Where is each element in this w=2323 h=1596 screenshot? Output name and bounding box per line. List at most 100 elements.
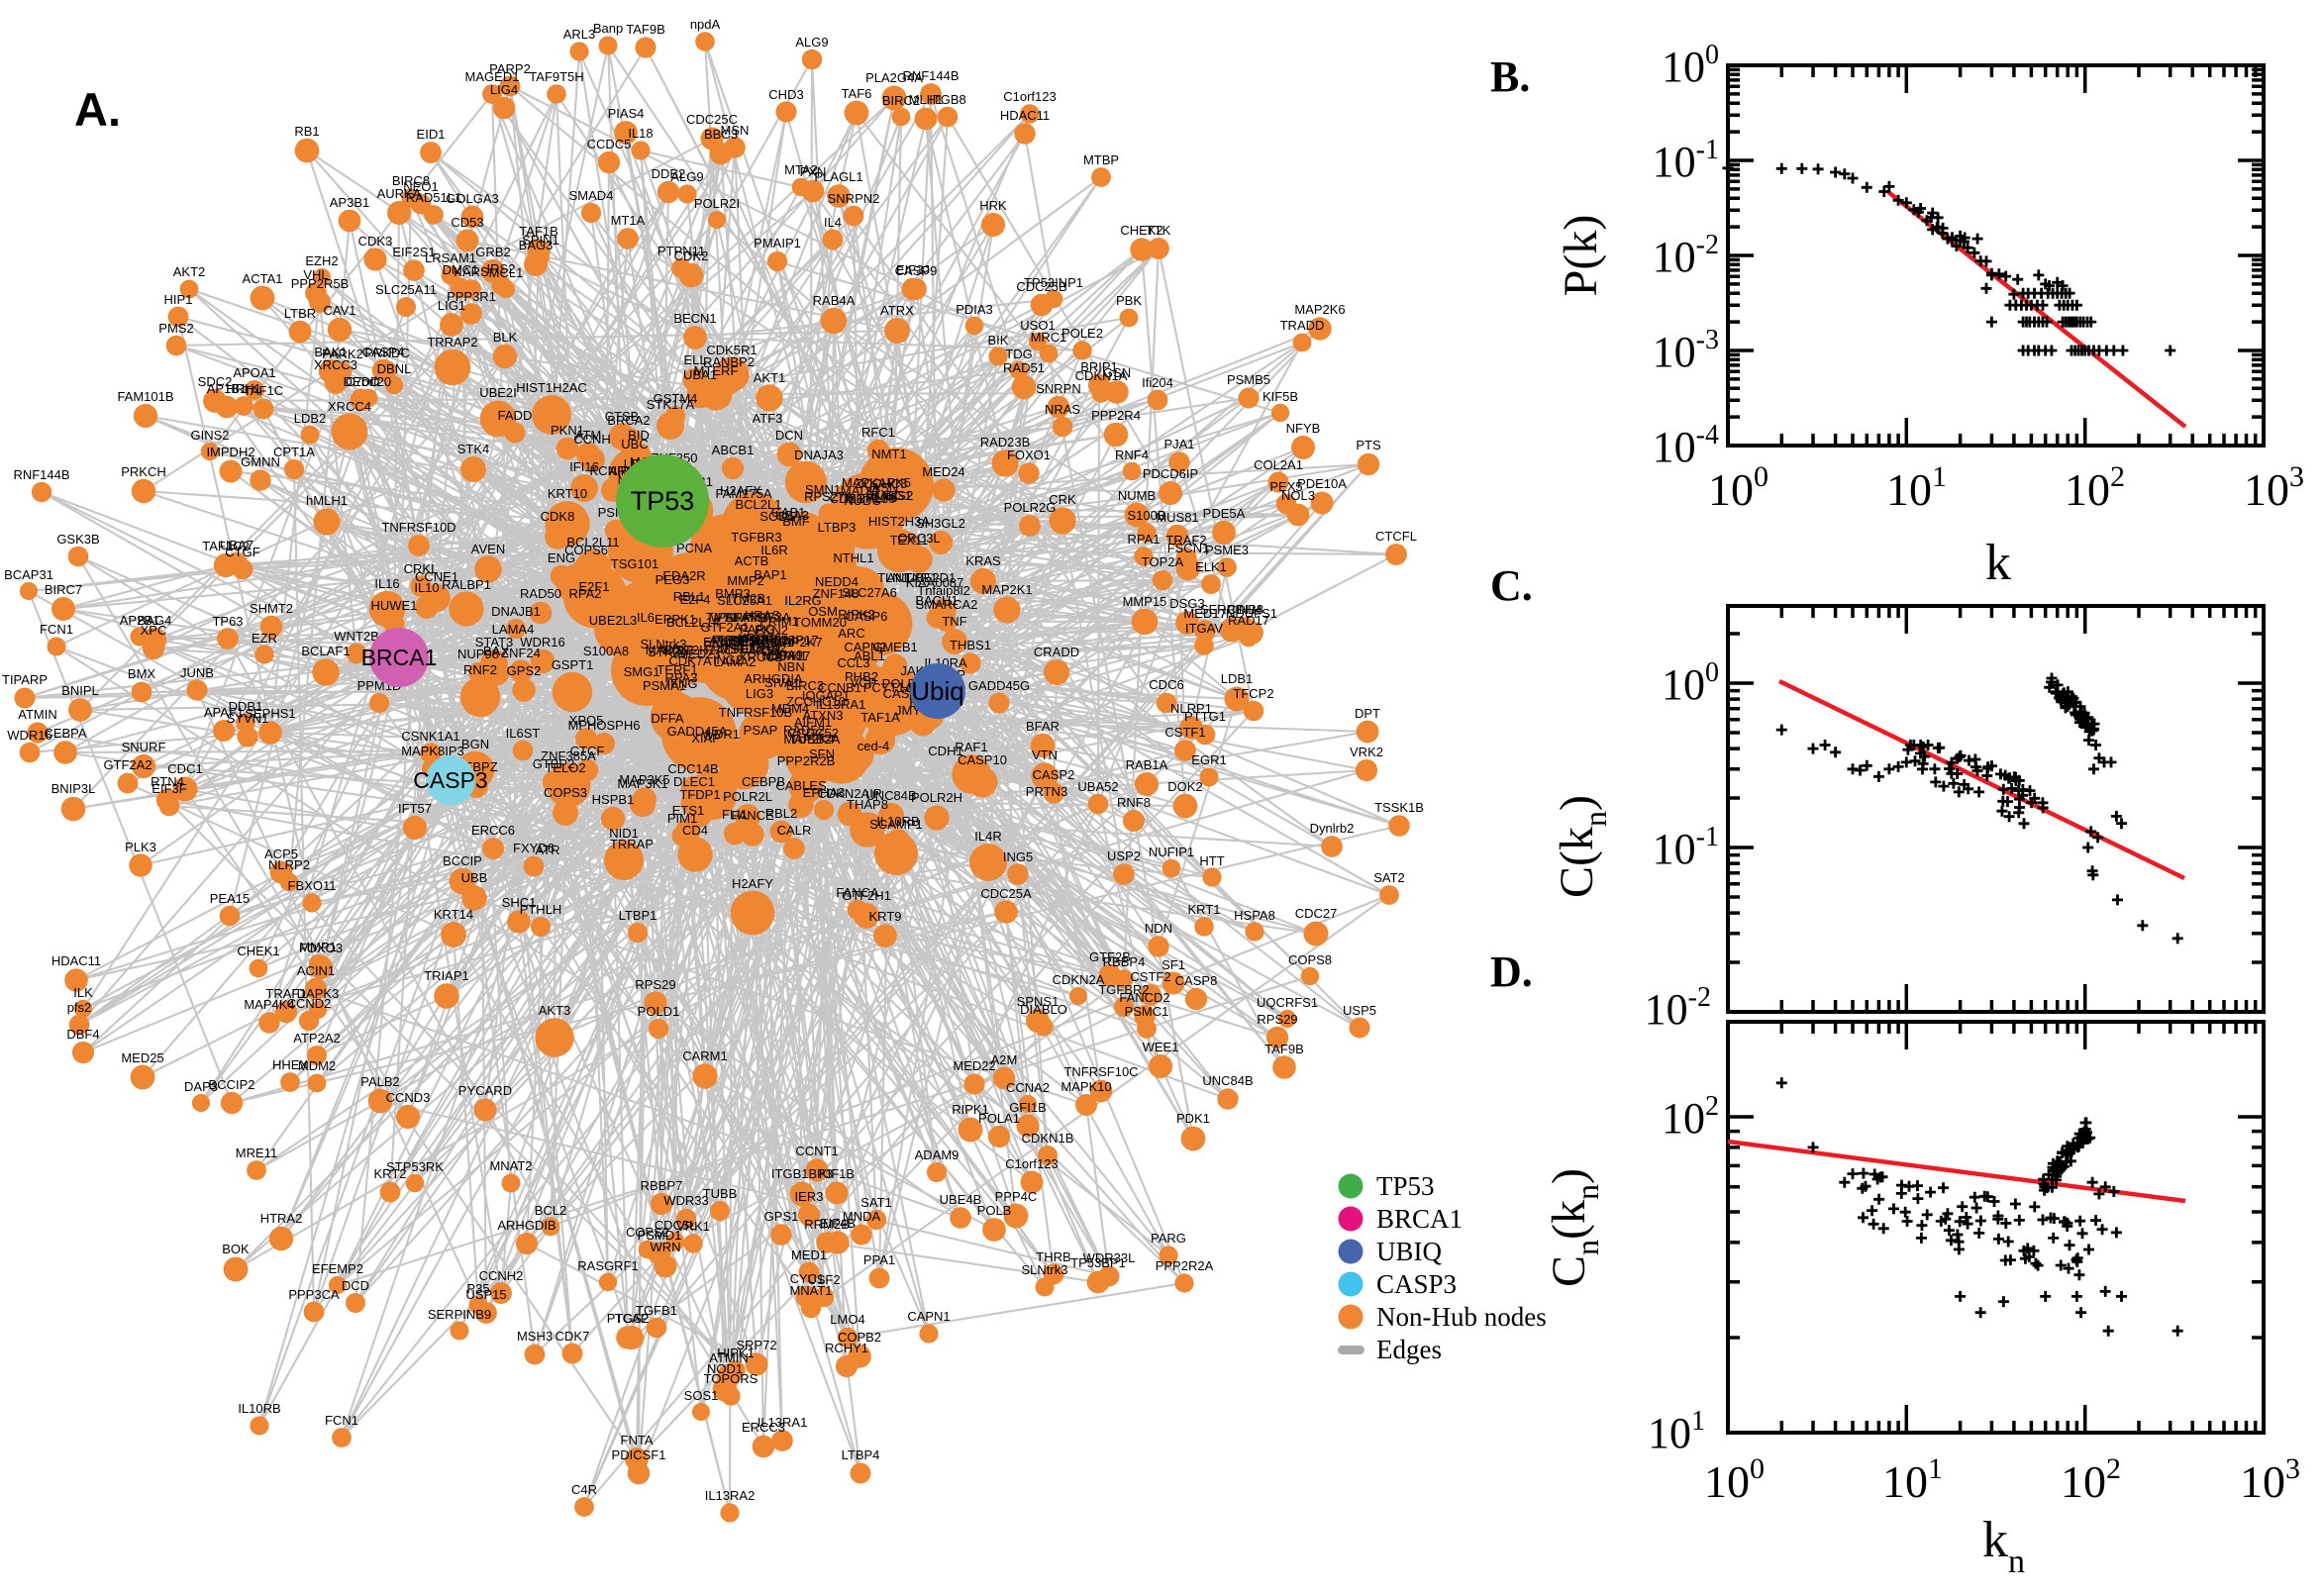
svg-text:XPC: XPC (141, 623, 167, 638)
svg-text:SMAD4: SMAD4 (569, 188, 614, 203)
svg-text:USP2: USP2 (1107, 848, 1141, 863)
svg-text:YY1: YY1 (758, 643, 783, 657)
svg-text:POLE2: POLE2 (1061, 326, 1103, 341)
svg-text:CDC25B: CDC25B (1016, 279, 1066, 294)
svg-text:XRCC6: XRCC6 (738, 631, 781, 646)
svg-text:TEX11: TEX11 (890, 533, 929, 548)
svg-text:TNFRSF10C: TNFRSF10C (1063, 1064, 1138, 1079)
svg-text:CDC6: CDC6 (1149, 677, 1183, 692)
svg-text:POLB: POLB (977, 1203, 1012, 1218)
svg-text:Non-Hub nodes: Non-Hub nodes (1376, 1302, 1547, 1332)
svg-text:PPP4C: PPP4C (995, 1189, 1038, 1204)
svg-text:RB1: RB1 (294, 124, 319, 139)
svg-text:BIRC2: BIRC2 (882, 93, 920, 108)
svg-text:RPA2: RPA2 (569, 586, 602, 601)
svg-text:IL16: IL16 (374, 576, 399, 591)
svg-text:EID1: EID1 (417, 127, 446, 142)
svg-text:PMS2: PMS2 (158, 321, 193, 336)
svg-text:PSME3: PSME3 (1205, 543, 1249, 557)
svg-text:NOD1: NOD1 (707, 1361, 743, 1376)
svg-text:100: 100 (1662, 657, 1719, 709)
svg-text:P(k): P(k) (1555, 215, 1607, 297)
svg-text:SERPINB9: SERPINB9 (428, 1307, 491, 1322)
svg-text:BRIP1: BRIP1 (1080, 359, 1118, 374)
svg-text:SLC25A11: SLC25A11 (375, 282, 437, 297)
svg-text:FANCE: FANCE (731, 808, 774, 823)
svg-text:ACTB: ACTB (735, 553, 769, 568)
svg-text:DNAJB1: DNAJB1 (491, 604, 541, 619)
svg-text:CHD3: CHD3 (768, 87, 803, 102)
svg-text:VRK1: VRK1 (676, 1219, 710, 1234)
svg-text:COL2A1: COL2A1 (1254, 457, 1303, 472)
svg-text:MED24: MED24 (922, 464, 964, 479)
svg-text:CEBPA: CEBPA (44, 726, 86, 741)
svg-text:NBN: NBN (777, 659, 804, 674)
svg-text:TAF9B: TAF9B (626, 22, 665, 37)
svg-text:JUNB: JUNB (180, 665, 214, 680)
svg-text:MMP17: MMP17 (774, 633, 819, 648)
svg-text:BECN1: BECN1 (673, 311, 716, 326)
svg-text:BCL2L1: BCL2L1 (736, 497, 782, 512)
svg-text:PLAGL1: PLAGL1 (814, 169, 862, 184)
svg-text:UBA1: UBA1 (683, 367, 717, 382)
svg-text:HHEX: HHEX (272, 1057, 308, 1072)
svg-text:MRC1: MRC1 (1031, 330, 1067, 345)
svg-text:CASP8: CASP8 (1175, 973, 1218, 988)
svg-text:BID: BID (628, 428, 650, 443)
svg-text:RPS29: RPS29 (1257, 1012, 1297, 1027)
svg-text:C1orf123: C1orf123 (1003, 89, 1056, 104)
svg-text:PDE10A: PDE10A (1297, 476, 1347, 491)
svg-text:EPHA3: EPHA3 (803, 785, 846, 800)
svg-text:UBA3: UBA3 (775, 508, 809, 523)
svg-text:BMX: BMX (128, 666, 156, 681)
svg-text:COPS3: COPS3 (544, 785, 587, 800)
svg-text:ILK: ILK (73, 985, 93, 1000)
svg-text:PXN: PXN (800, 164, 827, 179)
svg-text:SF1: SF1 (1162, 957, 1185, 972)
svg-text:PPP2R2B: PPP2R2B (777, 753, 836, 768)
svg-text:POLR2I: POLR2I (694, 196, 740, 211)
svg-text:FANCD2: FANCD2 (1119, 990, 1169, 1005)
svg-text:RNF8: RNF8 (1117, 795, 1151, 810)
svg-text:EPPK1: EPPK1 (655, 612, 696, 627)
svg-text:ABL1: ABL1 (854, 648, 885, 663)
svg-text:UBE2N: UBE2N (723, 634, 765, 648)
svg-text:ATF3: ATF3 (753, 411, 783, 426)
svg-text:IL13RA2: IL13RA2 (705, 1488, 756, 1503)
svg-text:MED23: MED23 (677, 647, 720, 661)
svg-text:UBA7: UBA7 (220, 538, 253, 552)
svg-text:RBBP4: RBBP4 (1103, 954, 1146, 969)
svg-text:ATP2A2: ATP2A2 (293, 1031, 340, 1046)
svg-text:ANTXR1: ANTXR1 (886, 570, 937, 585)
svg-text:COX17: COX17 (768, 648, 811, 663)
svg-text:RAD52: RAD52 (783, 723, 825, 738)
svg-text:POLE: POLE (882, 676, 917, 691)
svg-text:A.: A. (74, 83, 121, 136)
svg-text:AKT1: AKT1 (754, 370, 786, 385)
svg-text:GTF2B: GTF2B (1089, 949, 1131, 964)
svg-text:TUBB: TUBB (703, 1186, 738, 1201)
svg-text:SH3GL2: SH3GL2 (916, 516, 965, 531)
svg-text:CDK3: CDK3 (358, 234, 393, 249)
svg-text:HIP1: HIP1 (164, 292, 193, 307)
svg-text:RAF1: RAF1 (955, 740, 987, 754)
svg-text:EIF4B: EIF4B (820, 1216, 856, 1231)
svg-text:FEN1: FEN1 (733, 642, 765, 656)
svg-text:HIST1H2AC: HIST1H2AC (516, 380, 587, 395)
svg-text:BNIPL: BNIPL (61, 683, 99, 698)
svg-text:STK4: STK4 (457, 442, 490, 456)
svg-text:PRTN3: PRTN3 (1026, 784, 1067, 799)
svg-text:STP53RK: STP53RK (386, 1159, 444, 1174)
svg-text:TAF9B: TAF9B (1264, 1042, 1304, 1056)
svg-text:PCNA: PCNA (676, 541, 712, 555)
svg-text:ENG: ENG (548, 550, 575, 565)
svg-text:MT1A: MT1A (611, 213, 646, 228)
svg-text:MAP2K4: MAP2K4 (783, 732, 834, 747)
svg-text:MTA2: MTA2 (784, 162, 818, 177)
svg-text:GSPT1: GSPT1 (552, 657, 594, 672)
svg-text:DBF4: DBF4 (66, 1027, 99, 1042)
svg-text:PLEKHO1: PLEKHO1 (712, 633, 771, 648)
svg-text:MRE11: MRE11 (236, 1146, 277, 1160)
svg-text:BCCIP: BCCIP (443, 853, 482, 868)
svg-text:PIAS4: PIAS4 (608, 106, 645, 121)
